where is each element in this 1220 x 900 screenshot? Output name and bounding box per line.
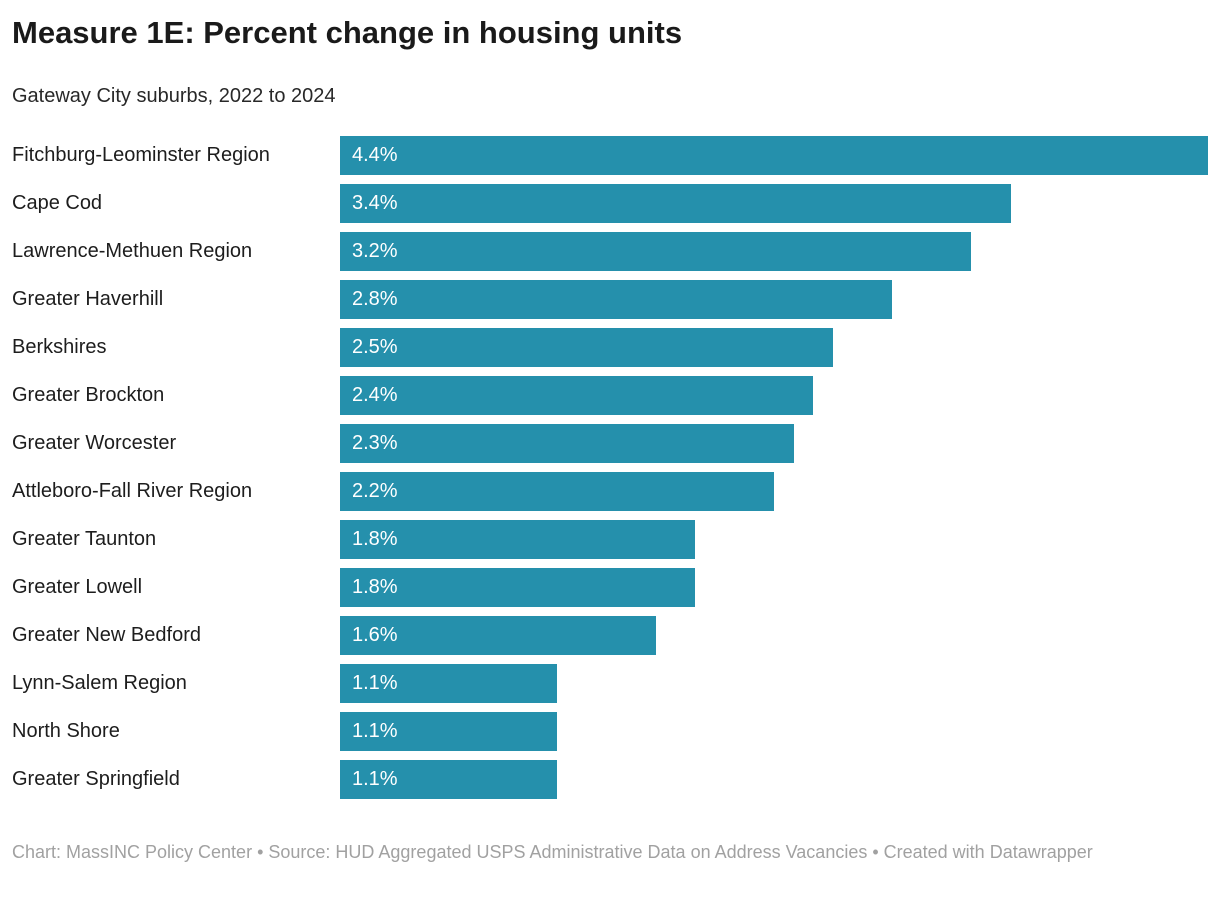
chart-row: Cape Cod 3.4% bbox=[12, 179, 1208, 227]
bar-value-label: 1.8% bbox=[352, 575, 398, 598]
bar-value-label: 1.1% bbox=[352, 767, 398, 790]
bar[interactable]: 2.2% bbox=[340, 471, 774, 511]
category-label: Cape Cod bbox=[12, 191, 103, 214]
chart-row: Greater Brockton 2.4% bbox=[12, 371, 1208, 419]
bar-value-label: 2.4% bbox=[352, 383, 398, 406]
category-label: Greater Lowell bbox=[12, 575, 143, 598]
chart-row: Greater Worcester 2.3% bbox=[12, 419, 1208, 467]
bar[interactable]: 3.2% bbox=[340, 231, 972, 271]
category-label: Greater Brockton bbox=[12, 383, 165, 406]
category-label: Greater Worcester bbox=[12, 431, 177, 454]
bar[interactable]: 1.8% bbox=[340, 519, 696, 559]
category-label: Greater Taunton bbox=[12, 527, 157, 550]
chart-row: Greater Lowell 1.8% bbox=[12, 563, 1208, 611]
bar-value-label: 2.3% bbox=[352, 431, 398, 454]
bar-value-label: 1.6% bbox=[352, 623, 398, 646]
chart-row: Greater New Bedford 1.6% bbox=[12, 611, 1208, 659]
chart-attribution: Chart: MassINC Policy Center • Source: H… bbox=[12, 842, 1093, 862]
category-label: Fitchburg-Leominster Region bbox=[12, 143, 270, 166]
bar[interactable]: 1.1% bbox=[340, 663, 557, 703]
bar-track: 1.1% bbox=[340, 663, 1208, 703]
chart-row: Greater Springfield 1.1% bbox=[12, 755, 1208, 803]
bar-value-label: 1.8% bbox=[352, 527, 398, 550]
chart-row: Greater Haverhill 2.8% bbox=[12, 275, 1208, 323]
bar[interactable]: 1.6% bbox=[340, 615, 656, 655]
bar[interactable]: 4.4% bbox=[340, 135, 1208, 175]
chart-row: Lynn-Salem Region 1.1% bbox=[12, 659, 1208, 707]
bar-value-label: 1.1% bbox=[352, 719, 398, 742]
category-label: Greater Springfield bbox=[12, 767, 180, 790]
chart-row: Fitchburg-Leominster Region 4.4% bbox=[12, 131, 1208, 179]
bar[interactable]: 2.5% bbox=[340, 327, 834, 367]
bar-track: 1.8% bbox=[340, 567, 1208, 607]
bar-track: 2.2% bbox=[340, 471, 1208, 511]
chart-row: Berkshires 2.5% bbox=[12, 323, 1208, 371]
category-label: Lynn-Salem Region bbox=[12, 671, 187, 694]
category-label: Attleboro-Fall River Region bbox=[12, 479, 253, 502]
category-label: Berkshires bbox=[12, 335, 107, 358]
bar-track: 3.2% bbox=[340, 231, 1208, 271]
bar[interactable]: 2.8% bbox=[340, 279, 893, 319]
bar-track: 3.4% bbox=[340, 183, 1208, 223]
bar-value-label: 2.5% bbox=[352, 335, 398, 358]
bar[interactable]: 2.3% bbox=[340, 423, 794, 463]
category-label: North Shore bbox=[12, 719, 120, 742]
bar-track: 2.3% bbox=[340, 423, 1208, 463]
bar-value-label: 3.2% bbox=[352, 239, 398, 262]
bar-track: 1.6% bbox=[340, 615, 1208, 655]
category-label: Greater New Bedford bbox=[12, 623, 201, 646]
category-label: Greater Haverhill bbox=[12, 287, 164, 310]
chart-title: Measure 1E: Percent change in housing un… bbox=[12, 15, 683, 50]
bar[interactable]: 1.1% bbox=[340, 759, 557, 799]
chart-subtitle: Gateway City suburbs, 2022 to 2024 bbox=[12, 85, 336, 107]
bar[interactable]: 2.4% bbox=[340, 375, 814, 415]
bar-value-label: 1.1% bbox=[352, 671, 398, 694]
chart-row: Greater Taunton 1.8% bbox=[12, 515, 1208, 563]
bar[interactable]: 1.8% bbox=[340, 567, 696, 607]
bar-value-label: 4.4% bbox=[352, 143, 398, 166]
bar-value-label: 2.2% bbox=[352, 479, 398, 502]
bar-value-label: 3.4% bbox=[352, 191, 398, 214]
bar-track: 2.4% bbox=[340, 375, 1208, 415]
bar-chart: Fitchburg-Leominster Region 4.4% Cape Cod 3… bbox=[12, 131, 1208, 803]
bar-track: 4.4% bbox=[340, 135, 1208, 175]
bar-track: 2.8% bbox=[340, 279, 1208, 319]
bar-track: 1.8% bbox=[340, 519, 1208, 559]
bar-track: 2.5% bbox=[340, 327, 1208, 367]
category-label: Lawrence-Methuen Region bbox=[12, 239, 253, 262]
bar-track: 1.1% bbox=[340, 711, 1208, 751]
chart-row: Lawrence-Methuen Region 3.2% bbox=[12, 227, 1208, 275]
bar[interactable]: 1.1% bbox=[340, 711, 557, 751]
chart-row: North Shore 1.1% bbox=[12, 707, 1208, 755]
bar-value-label: 2.8% bbox=[352, 287, 398, 310]
chart-row: Attleboro-Fall River Region 2.2% bbox=[12, 467, 1208, 515]
bar-track: 1.1% bbox=[340, 759, 1208, 799]
bar[interactable]: 3.4% bbox=[340, 183, 1011, 223]
